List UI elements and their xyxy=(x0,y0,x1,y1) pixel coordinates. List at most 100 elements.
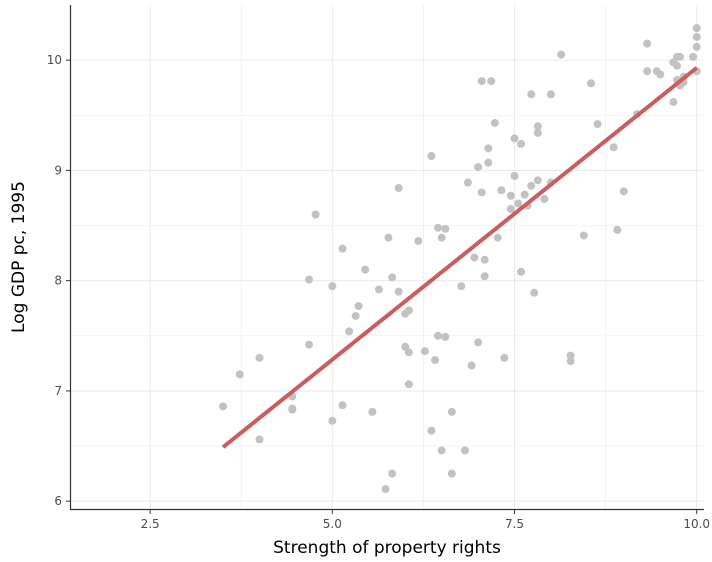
data-point xyxy=(540,195,549,204)
data-point xyxy=(477,188,486,197)
data-point xyxy=(692,32,701,41)
data-point xyxy=(470,253,479,262)
data-point xyxy=(613,225,622,234)
data-point xyxy=(546,90,555,99)
data-point xyxy=(692,24,701,33)
data-point xyxy=(593,120,602,129)
data-point xyxy=(427,426,436,435)
data-point xyxy=(361,265,370,274)
data-point xyxy=(497,186,506,195)
data-point xyxy=(510,171,519,180)
x-tick-label: 7.5 xyxy=(505,517,524,531)
data-point xyxy=(506,204,515,213)
data-point xyxy=(434,223,443,232)
data-point xyxy=(414,236,423,245)
data-point xyxy=(388,273,397,282)
axes xyxy=(69,5,704,511)
y-tick-label: 10 xyxy=(47,53,62,67)
x-tick-label: 10.0 xyxy=(683,517,710,531)
data-point xyxy=(619,187,628,196)
data-point xyxy=(434,331,443,340)
data-point xyxy=(587,79,596,88)
data-point xyxy=(463,178,472,187)
data-point xyxy=(381,485,390,494)
data-point xyxy=(493,233,502,242)
y-tick-label: 9 xyxy=(54,163,62,177)
data-point xyxy=(643,67,652,76)
data-point xyxy=(328,416,337,425)
data-point xyxy=(345,327,354,336)
data-point xyxy=(692,42,701,51)
data-point xyxy=(404,348,413,357)
y-ticks: 6 7 8 9 10 xyxy=(47,53,70,508)
y-tick-label: 6 xyxy=(54,494,62,508)
data-point xyxy=(673,61,682,70)
data-point xyxy=(533,122,542,131)
data-point xyxy=(474,163,483,172)
data-point xyxy=(305,340,314,349)
data-point xyxy=(533,128,542,137)
data-point xyxy=(527,181,536,190)
data-point xyxy=(460,446,469,455)
data-point xyxy=(566,357,575,366)
data-point xyxy=(447,469,456,478)
data-point xyxy=(520,190,529,199)
x-tick-label: 5.0 xyxy=(323,517,342,531)
data-point xyxy=(480,255,489,264)
y-tick-label: 8 xyxy=(54,274,62,288)
data-point xyxy=(420,347,429,356)
data-point xyxy=(517,267,526,276)
data-point xyxy=(404,380,413,389)
x-tick-label: 2.5 xyxy=(141,517,160,531)
data-point xyxy=(467,361,476,370)
fit-line-group xyxy=(221,66,698,449)
gridlines xyxy=(70,5,704,510)
data-point xyxy=(689,52,698,61)
y-tick-label: 7 xyxy=(54,384,62,398)
data-point xyxy=(311,210,320,219)
data-point xyxy=(480,272,489,281)
data-point xyxy=(219,402,228,411)
data-point xyxy=(484,158,493,167)
data-point xyxy=(474,338,483,347)
data-point xyxy=(235,370,244,379)
data-point xyxy=(388,469,397,478)
data-point xyxy=(441,224,450,233)
data-point xyxy=(656,70,665,79)
data-point xyxy=(354,302,363,311)
data-point xyxy=(441,332,450,341)
data-point xyxy=(487,77,496,86)
data-point xyxy=(527,90,536,99)
data-point xyxy=(368,407,377,416)
data-point xyxy=(643,39,652,48)
data-point xyxy=(351,311,360,320)
data-point xyxy=(514,199,523,208)
data-point xyxy=(500,353,509,362)
data-point xyxy=(384,233,393,242)
y-axis-title: Log GDP pc, 1995 xyxy=(9,181,29,333)
data-point xyxy=(427,152,436,161)
data-point xyxy=(530,288,539,297)
data-point xyxy=(557,50,566,59)
data-point xyxy=(338,401,347,410)
data-point xyxy=(255,435,264,444)
data-point xyxy=(484,144,493,153)
data-point xyxy=(255,353,264,362)
data-point xyxy=(510,134,519,143)
data-point xyxy=(477,77,486,86)
data-point xyxy=(288,405,297,414)
data-point xyxy=(533,176,542,185)
data-point xyxy=(394,184,403,193)
data-point xyxy=(404,306,413,315)
x-ticks: 2.5 5.0 7.5 10.0 xyxy=(141,510,710,531)
data-point xyxy=(566,351,575,360)
data-point xyxy=(506,191,515,200)
data-point xyxy=(437,233,446,242)
data-point xyxy=(579,231,588,240)
data-points xyxy=(219,24,701,494)
data-point xyxy=(305,275,314,284)
data-point xyxy=(669,98,678,107)
data-point xyxy=(447,407,456,416)
data-point xyxy=(394,287,403,296)
